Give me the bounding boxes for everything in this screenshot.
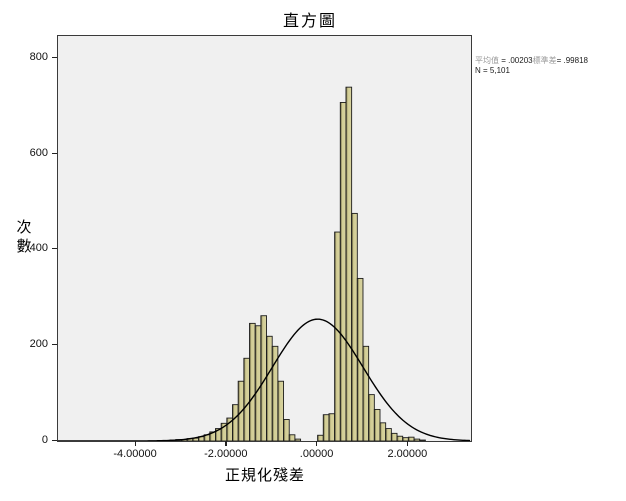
histogram-bar bbox=[385, 428, 392, 441]
mean-label: 平均值 bbox=[475, 56, 502, 65]
histogram-bar bbox=[266, 335, 273, 441]
histogram-plot bbox=[58, 86, 471, 441]
histogram-bar bbox=[232, 404, 239, 441]
histogram-bar bbox=[294, 438, 302, 441]
x-tick-label: -4.00000 bbox=[113, 448, 157, 460]
histogram-bar bbox=[379, 422, 387, 441]
histogram-bar bbox=[419, 439, 426, 441]
x-tick-label: 2.00000 bbox=[387, 448, 428, 460]
x-axis-title: 正規化殘差 bbox=[224, 466, 305, 484]
x-tick-label: -2.00000 bbox=[204, 448, 248, 460]
x-tick-mark bbox=[406, 441, 409, 446]
histogram-bar bbox=[328, 413, 336, 441]
histogram-bar bbox=[283, 419, 290, 441]
y-tick-label: 400 bbox=[29, 242, 48, 255]
x-tick-mark bbox=[134, 441, 136, 446]
histogram-bar bbox=[277, 380, 285, 441]
y-tick-mark bbox=[52, 439, 57, 441]
histogram-bar bbox=[243, 357, 250, 441]
x-tick-label: .00000 bbox=[299, 448, 334, 460]
y-tick-label: 800 bbox=[29, 50, 48, 63]
stats-legend-line1: 平均值 = .00203標準差= .99818 bbox=[475, 56, 625, 66]
x-tick-mark bbox=[225, 441, 227, 446]
histogram-bar bbox=[407, 436, 415, 441]
histogram-bar bbox=[322, 414, 330, 441]
x-tick-mark bbox=[316, 441, 318, 446]
sd-label: 標準差 bbox=[532, 56, 557, 65]
histogram-bar bbox=[254, 325, 262, 441]
mean-value: = .00203 bbox=[501, 56, 533, 65]
histogram-bar bbox=[396, 435, 404, 441]
histogram-bar bbox=[249, 322, 256, 441]
y-tick-label: 0 bbox=[41, 433, 48, 446]
histogram-bars bbox=[169, 86, 426, 441]
y-tick-mark bbox=[52, 248, 57, 250]
plot-area bbox=[57, 35, 472, 442]
y-tick-label: 600 bbox=[29, 146, 48, 159]
histogram-bar bbox=[373, 408, 381, 441]
y-axis-title: 次 數 bbox=[16, 218, 32, 255]
chart-title: 直方圖 bbox=[282, 11, 337, 30]
histogram-bar bbox=[413, 438, 421, 441]
normal-curve bbox=[58, 318, 471, 441]
histogram-bar bbox=[288, 434, 296, 441]
histogram-bar bbox=[339, 102, 347, 441]
stats-legend-line2: N = 5,101 bbox=[475, 65, 510, 75]
y-tick-mark bbox=[52, 343, 57, 346]
sd-value: = .99818 bbox=[556, 56, 588, 65]
histogram-bar bbox=[345, 86, 353, 441]
histogram-bar bbox=[334, 231, 341, 441]
histogram-bar bbox=[362, 345, 370, 441]
y-tick-mark bbox=[52, 152, 57, 154]
histogram-bar bbox=[317, 434, 324, 441]
histogram-bar bbox=[351, 212, 358, 441]
stats-legend: 平均值 = .00203標準差= .99818 N = 5,101 bbox=[475, 56, 625, 75]
histogram-bar bbox=[368, 394, 375, 441]
y-tick-mark bbox=[52, 56, 57, 59]
y-tick-label: 200 bbox=[29, 337, 48, 350]
histogram-bar bbox=[390, 432, 398, 441]
